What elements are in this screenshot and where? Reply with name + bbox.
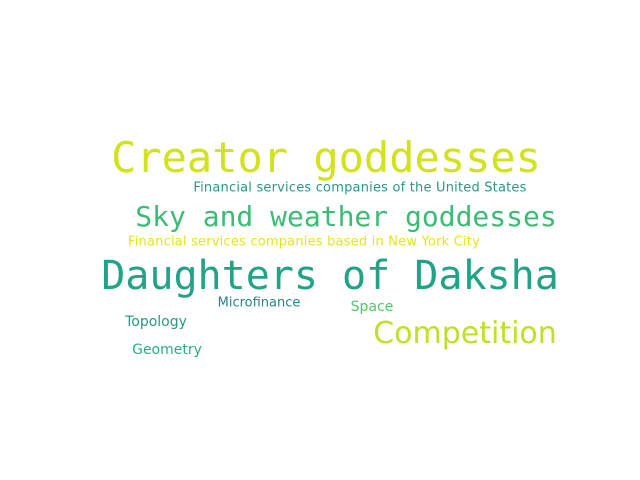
word-geometry: Geometry bbox=[132, 342, 202, 358]
word-daughters-of-daksha: Daughters of Daksha bbox=[101, 253, 559, 299]
word-space: Space bbox=[350, 299, 394, 315]
word-topology: Topology bbox=[125, 314, 187, 330]
word-financial-services-nyc: Financial services companies based in Ne… bbox=[128, 234, 480, 250]
word-microfinance: Microfinance bbox=[217, 295, 301, 311]
word-competition: Competition bbox=[373, 316, 557, 351]
word-creator-goddesses: Creator goddesses bbox=[111, 133, 541, 182]
word-financial-services-us: Financial services companies of the Unit… bbox=[193, 180, 527, 196]
word-sky-weather-goddesses: Sky and weather goddesses bbox=[135, 200, 557, 233]
